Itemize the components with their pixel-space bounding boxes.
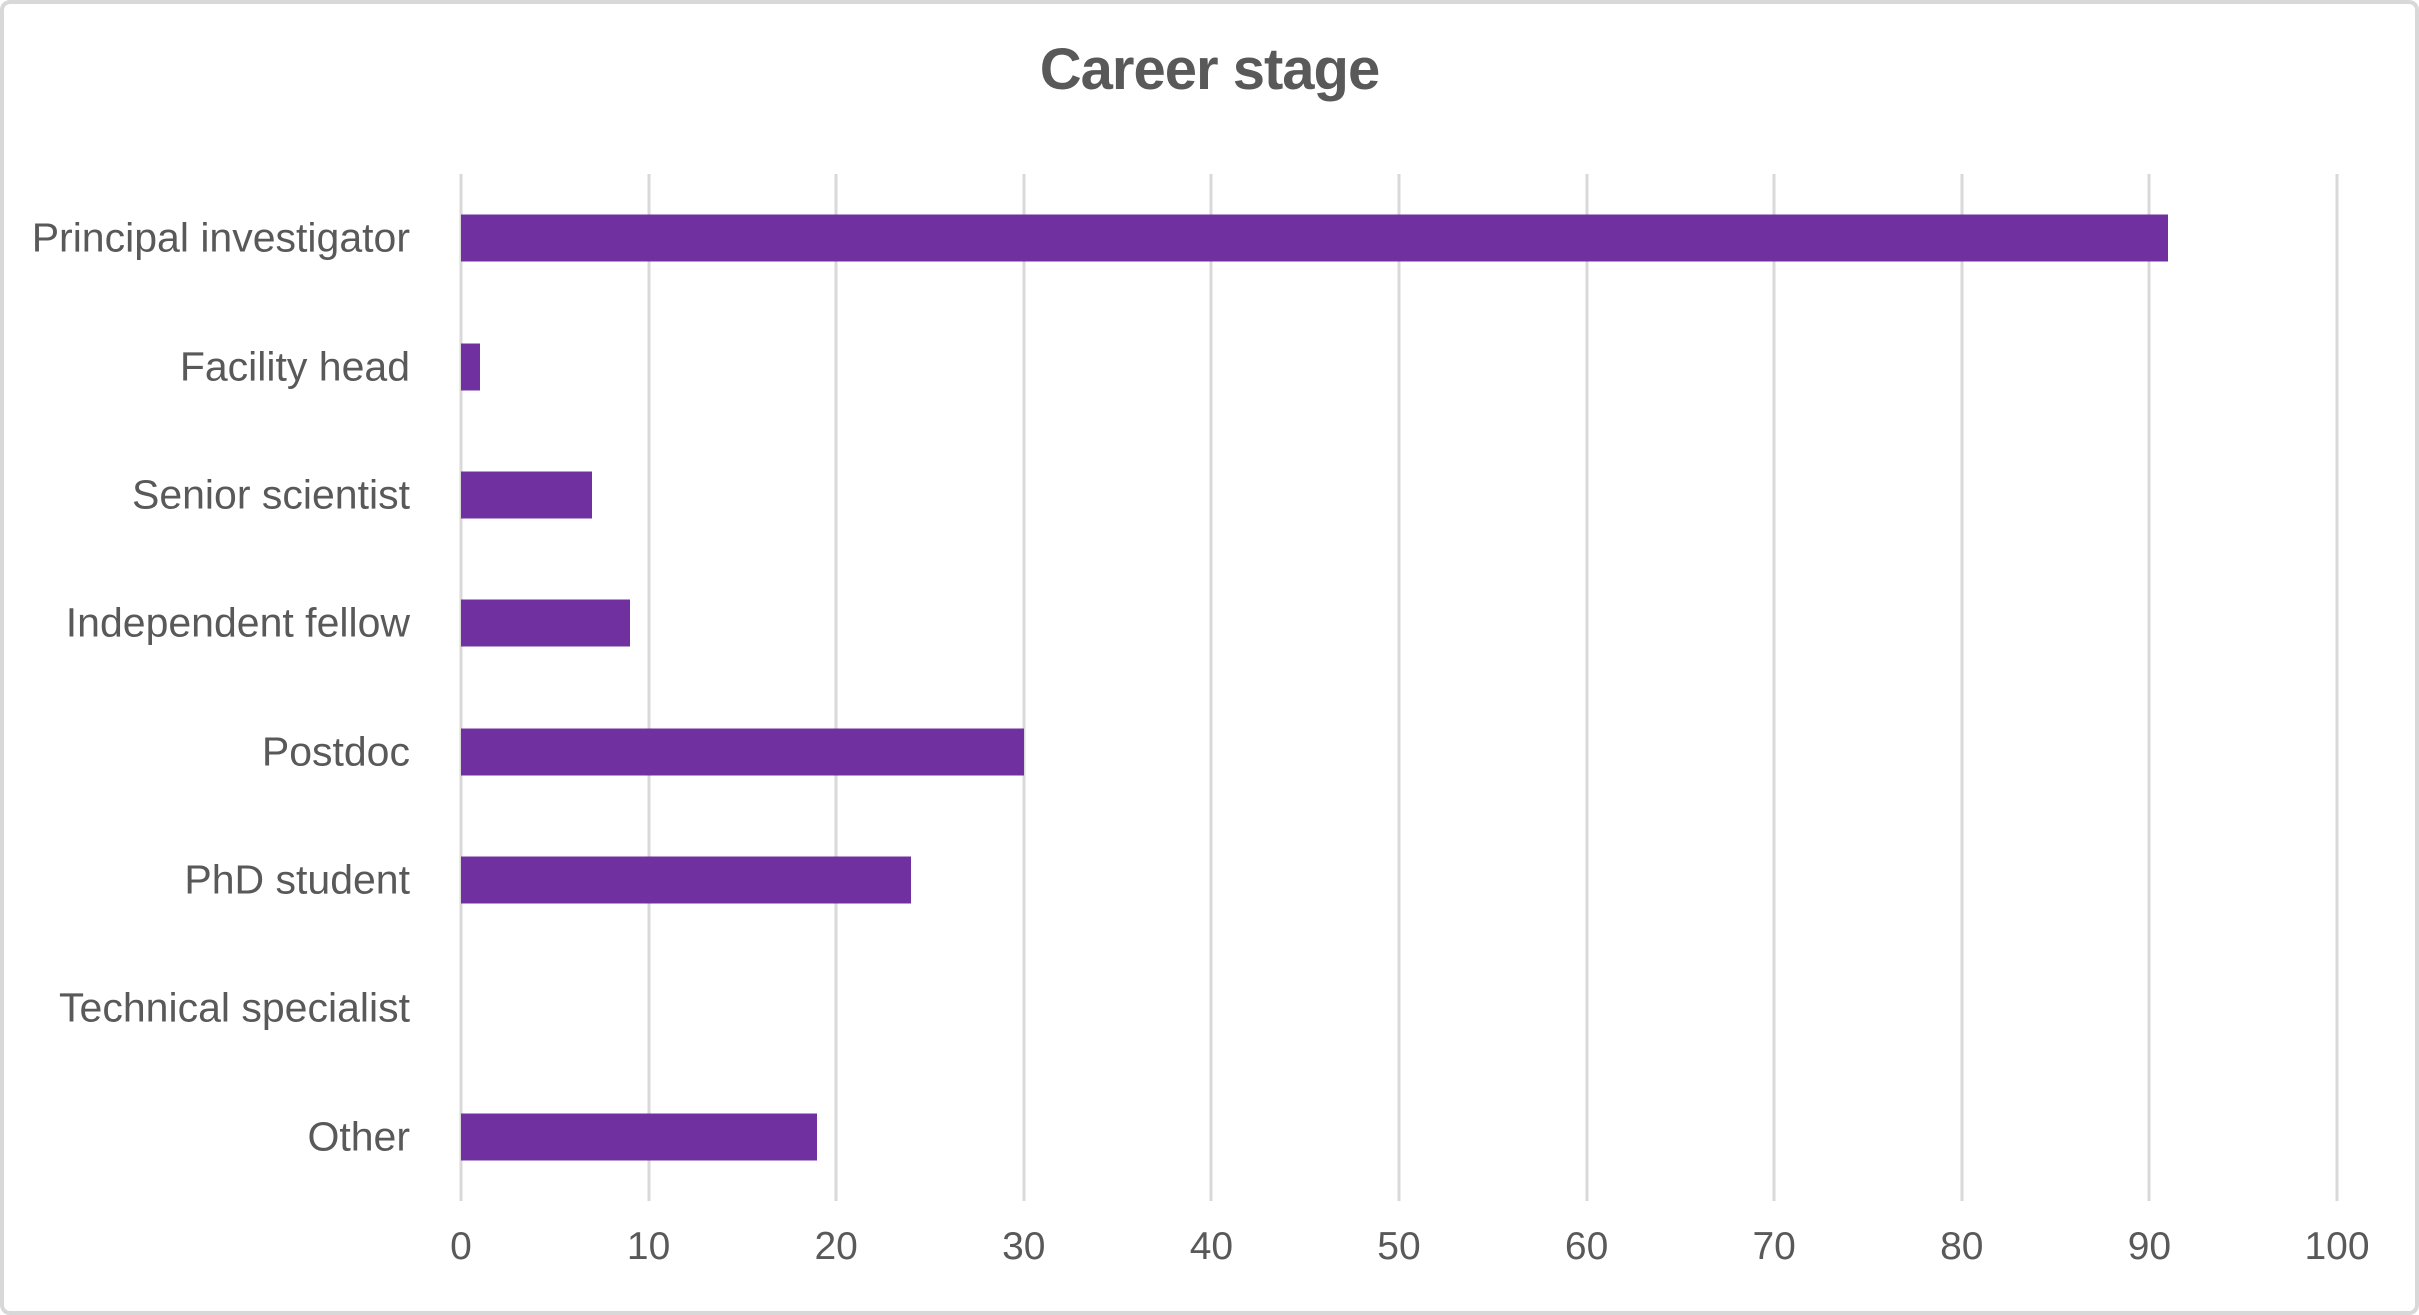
chart-title: Career stage <box>1039 37 1380 102</box>
category-label-independent-fellow: Independent fellow <box>65 599 410 646</box>
x-tick-label-10: 10 <box>626 1225 671 1268</box>
category-label-other: Other <box>307 1113 410 1160</box>
bar-principal-investigator <box>461 214 2169 262</box>
gridline-70 <box>1772 174 1776 1201</box>
bar-phd-student <box>461 856 912 904</box>
category-label-facility-head: Facility head <box>179 343 410 390</box>
category-label-principal-investigator: Principal investigator <box>31 214 410 261</box>
x-tick-label-100: 100 <box>2304 1225 2370 1268</box>
bar-facility-head <box>461 343 480 391</box>
category-label-phd-student: PhD student <box>184 856 410 903</box>
x-tick-label-90: 90 <box>2127 1225 2172 1268</box>
gridline-10 <box>647 174 651 1201</box>
gridline-90 <box>2147 174 2151 1201</box>
gridline-0 <box>459 174 463 1201</box>
x-tick-label-0: 0 <box>450 1225 472 1268</box>
x-tick-label-20: 20 <box>814 1225 858 1268</box>
x-tick-label-70: 70 <box>1752 1225 1796 1268</box>
x-tick-label-80: 80 <box>1940 1225 1984 1268</box>
x-tick-label-30: 30 <box>1002 1225 1046 1268</box>
gridline-100 <box>2335 174 2339 1201</box>
gridline-80 <box>1960 174 1964 1201</box>
category-label-technical-specialist: Technical specialist <box>59 984 410 1031</box>
gridline-30 <box>1022 174 1026 1201</box>
x-tick-label-60: 60 <box>1564 1225 1609 1268</box>
bar-independent-fellow <box>461 599 630 647</box>
x-tick-label-40: 40 <box>1189 1225 1234 1268</box>
plot-area <box>459 174 2339 1201</box>
bar-other <box>461 1113 818 1161</box>
gridline-50 <box>1397 174 1401 1201</box>
category-label-senior-scientist: Senior scientist <box>131 471 410 518</box>
gridline-20 <box>834 174 838 1201</box>
bar-postdoc <box>461 728 1024 776</box>
gridline-60 <box>1585 174 1589 1201</box>
x-tick-label-50: 50 <box>1377 1225 1421 1268</box>
gridline-40 <box>1209 174 1213 1201</box>
bar-senior-scientist <box>461 471 593 519</box>
category-label-postdoc: Postdoc <box>261 728 410 775</box>
